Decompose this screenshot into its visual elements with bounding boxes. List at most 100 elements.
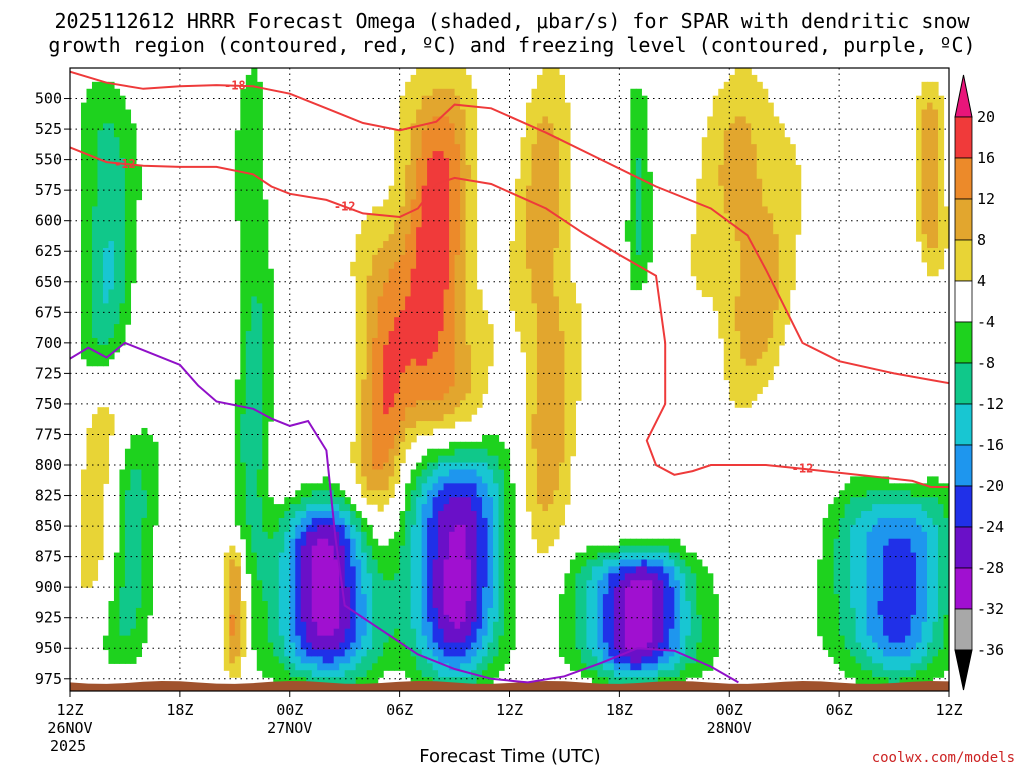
omega-cell <box>449 469 456 484</box>
omega-cell <box>421 95 428 131</box>
omega-cell <box>910 614 917 651</box>
omega-cell <box>905 670 912 678</box>
omega-cell <box>372 538 379 561</box>
omega-cell <box>124 109 132 325</box>
dgz-contour-label: -12 <box>114 157 136 171</box>
omega-cell <box>608 552 615 561</box>
omega-cell <box>646 552 653 561</box>
omega-cell <box>877 649 884 664</box>
y-tick-label: 800 <box>35 456 62 474</box>
omega-cell <box>927 497 934 519</box>
omega-cell <box>493 434 500 457</box>
omega-cell <box>394 393 401 436</box>
omega-cell <box>641 95 648 284</box>
omega-cell <box>817 559 824 637</box>
omega-cell <box>657 663 664 671</box>
omega-cell <box>278 635 285 664</box>
omega-cell <box>883 490 890 505</box>
omega-cell <box>229 545 236 561</box>
omega-cell <box>553 490 560 540</box>
omega-cell <box>421 400 428 422</box>
omega-cell <box>465 483 472 498</box>
omega-cell <box>476 663 483 678</box>
omega-cell <box>641 656 648 664</box>
omega-cell <box>432 670 439 685</box>
omega-cell <box>646 580 653 644</box>
omega-cell <box>471 656 478 671</box>
omega-cell <box>624 656 631 664</box>
omega-cell <box>454 656 461 671</box>
omega-cell <box>460 497 467 526</box>
omega-cell <box>449 462 456 471</box>
omega-cell <box>465 649 472 664</box>
omega-cell <box>696 614 703 644</box>
omega-cell <box>916 504 923 526</box>
omega-cell <box>311 621 318 651</box>
omega-cell <box>740 358 747 408</box>
omega-cell <box>399 206 406 256</box>
omega-cell <box>872 642 879 664</box>
omega-cell <box>476 497 483 630</box>
omega-cell <box>916 497 923 505</box>
omega-cell <box>102 344 110 367</box>
omega-cell <box>311 677 318 685</box>
omega-cell <box>350 504 357 512</box>
omega-cell <box>674 552 681 567</box>
omega-cell <box>525 185 533 270</box>
omega-cell <box>487 497 494 609</box>
omega-cell <box>910 663 917 678</box>
omega-cell <box>300 663 307 671</box>
omega-cell <box>894 656 901 671</box>
omega-cell <box>306 483 313 498</box>
omega-cell <box>927 517 934 644</box>
omega-cell <box>333 511 340 526</box>
omega-cell <box>405 483 412 512</box>
omega-cell <box>449 621 456 644</box>
omega-cell <box>416 462 423 478</box>
omega-cell <box>284 497 291 512</box>
omega-cell <box>91 206 99 339</box>
omega-cell <box>339 497 346 512</box>
omega-cell <box>438 448 445 457</box>
omega-cell <box>405 164 412 235</box>
omega-cell <box>108 601 115 664</box>
omega-cell <box>613 663 620 671</box>
omega-cell <box>421 421 428 436</box>
omega-cell <box>427 95 434 124</box>
colorbar-bin <box>954 444 973 487</box>
omega-cell <box>388 635 395 671</box>
omega-cell <box>586 545 593 561</box>
credit-text[interactable]: coolwx.com/models <box>872 750 1015 766</box>
colorbar-label: 20 <box>977 108 995 126</box>
omega-cell <box>663 538 670 547</box>
omega-cell <box>619 559 626 567</box>
omega-cell <box>635 670 642 678</box>
omega-cell <box>872 476 879 491</box>
omega-cell <box>597 580 604 651</box>
omega-cell <box>905 490 912 505</box>
omega-cell <box>476 289 483 408</box>
omega-cell <box>229 614 236 637</box>
omega-cell <box>278 517 285 554</box>
omega-cell <box>438 455 445 464</box>
omega-cell <box>460 524 467 623</box>
omega-cell <box>454 642 461 657</box>
omega-cell <box>405 234 412 298</box>
omega-cell <box>262 199 269 533</box>
omega-cell <box>894 517 901 540</box>
omega-cell <box>938 504 945 651</box>
omega-cell <box>465 393 472 422</box>
omega-cell <box>641 649 648 657</box>
omega-cell <box>432 559 439 609</box>
omega-cell <box>119 157 126 304</box>
omega-cell <box>405 511 412 651</box>
colorbar-bin <box>954 526 973 569</box>
omega-cell <box>883 504 890 519</box>
x-tick-date: 27NOV <box>267 719 312 737</box>
omega-cell <box>256 580 263 671</box>
omega-cell <box>668 587 675 630</box>
omega-cell <box>410 407 417 429</box>
omega-cell <box>718 185 725 339</box>
omega-cell <box>344 538 351 588</box>
omega-cell <box>855 476 862 498</box>
